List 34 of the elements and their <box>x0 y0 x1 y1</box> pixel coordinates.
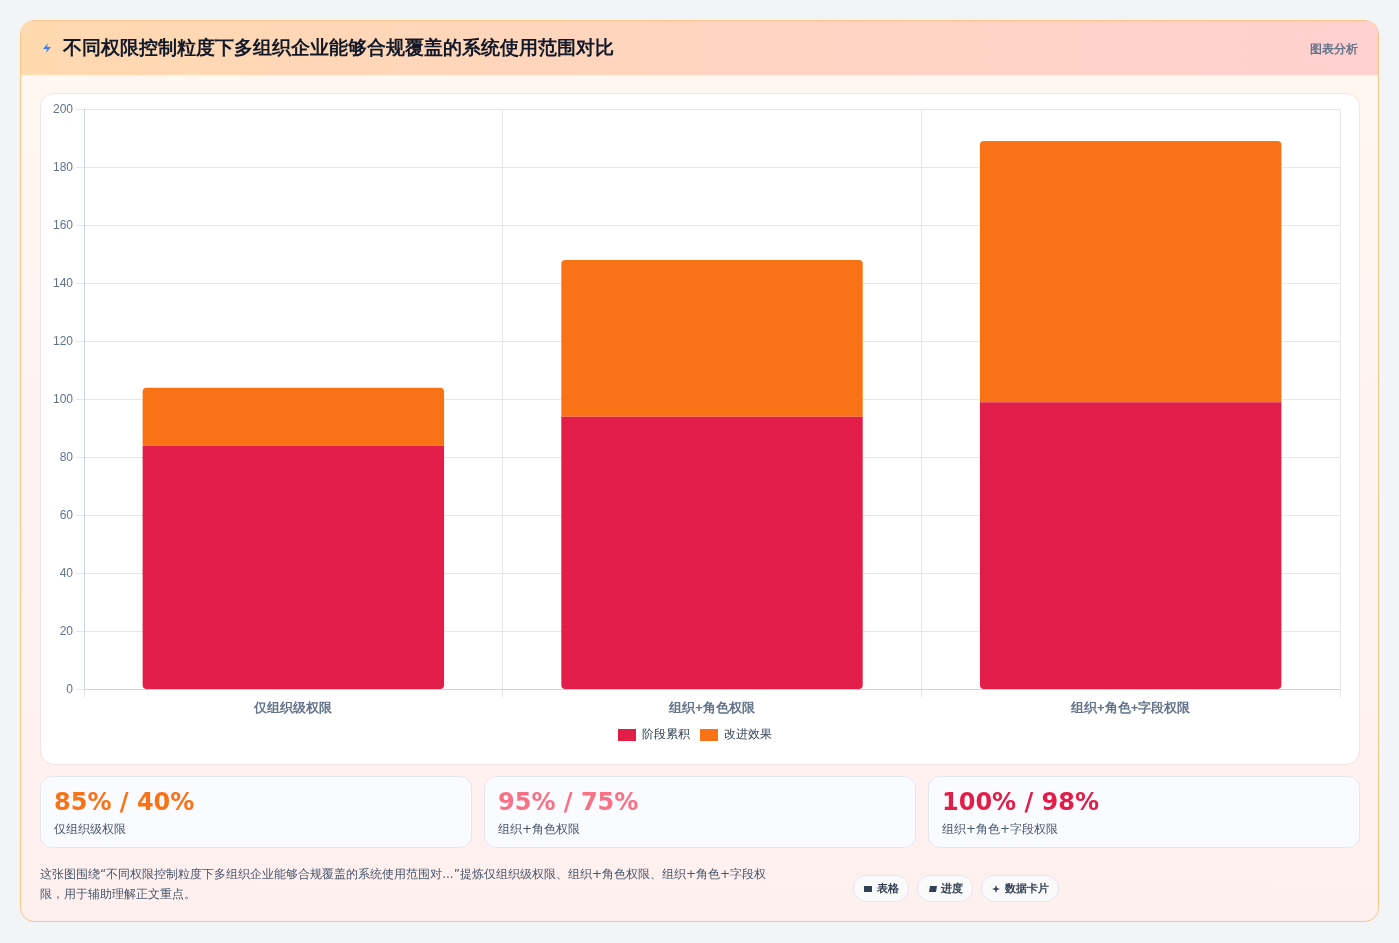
legend-label: 阶段累积 <box>642 727 690 742</box>
y-tick-label: 200 <box>52 101 74 116</box>
y-tick-label: 160 <box>52 217 74 232</box>
bar <box>142 387 445 446</box>
text: 数据卡片 <box>1005 881 1049 896</box>
chart-title: 不同权限控制粒度下多组织企业能够合规覆盖的系统使用范围对比 <box>63 35 614 60</box>
text: 表格 <box>877 881 899 896</box>
y-tick-label: 180 <box>52 159 74 174</box>
bar <box>979 402 1282 689</box>
y-tick-label: 140 <box>52 275 74 290</box>
bar <box>979 141 1282 403</box>
text: 仅组织级权限 <box>54 821 127 838</box>
legend-label: 改进效果 <box>724 727 772 742</box>
bar <box>561 260 863 417</box>
text: 85% / 40% <box>54 787 196 817</box>
text: 组织+角色权限 <box>498 821 582 838</box>
text: 组织+角色+字段权限 <box>942 821 1060 838</box>
y-tick-label: 100 <box>52 391 74 406</box>
text: 100% / 98% <box>942 787 1101 817</box>
text: 这张图围绕“不同权限控制粒度下多组织企业能够合规覆盖的系统使用范围对...”提炼仅组织级权限、组织+角色权限、组织+角色+字段权限，用于辅助理解正文重点。 <box>40 866 768 903</box>
x-tick-label: 组织+角色+字段权限 <box>1070 699 1192 715</box>
text: 图表分析 <box>1310 41 1358 58</box>
text: 95% / 75% <box>498 787 640 817</box>
bar <box>561 416 863 689</box>
y-tick-label: 20 <box>59 623 74 638</box>
y-tick-label: 80 <box>59 449 74 464</box>
y-tick-label: 0 <box>66 681 74 696</box>
y-tick-label: 40 <box>59 565 74 580</box>
y-tick-label: 120 <box>52 333 74 348</box>
bar <box>142 445 445 689</box>
y-tick-label: 60 <box>59 507 74 522</box>
x-tick-label: 组织+角色权限 <box>668 699 756 715</box>
text: 进度 <box>941 881 963 896</box>
x-tick-label: 仅组织级权限 <box>253 699 334 715</box>
